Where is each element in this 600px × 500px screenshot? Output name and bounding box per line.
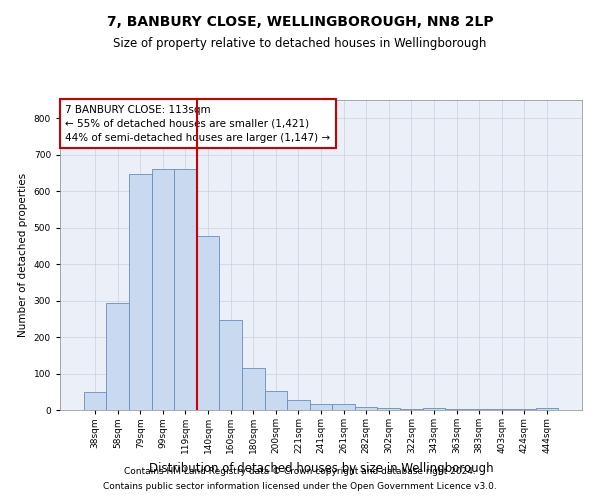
- Bar: [129, 174, 152, 410]
- Bar: [332, 404, 355, 410]
- Bar: [400, 408, 422, 410]
- Y-axis label: Number of detached properties: Number of detached properties: [18, 173, 28, 337]
- Bar: [84, 392, 106, 410]
- Text: 7 BANBURY CLOSE: 113sqm
← 55% of detached houses are smaller (1,421)
44% of semi: 7 BANBURY CLOSE: 113sqm ← 55% of detache…: [65, 104, 331, 142]
- Bar: [242, 368, 265, 410]
- Bar: [490, 409, 513, 410]
- Bar: [197, 236, 220, 410]
- Bar: [174, 170, 197, 410]
- Bar: [106, 303, 129, 410]
- Bar: [265, 390, 287, 410]
- Bar: [310, 404, 332, 410]
- Bar: [422, 408, 445, 410]
- Bar: [355, 407, 377, 410]
- Bar: [536, 408, 558, 410]
- Text: Contains public sector information licensed under the Open Government Licence v3: Contains public sector information licen…: [103, 482, 497, 491]
- Bar: [152, 170, 174, 410]
- Bar: [287, 400, 310, 410]
- Text: 7, BANBURY CLOSE, WELLINGBOROUGH, NN8 2LP: 7, BANBURY CLOSE, WELLINGBOROUGH, NN8 2L…: [107, 15, 493, 29]
- Text: Size of property relative to detached houses in Wellingborough: Size of property relative to detached ho…: [113, 38, 487, 51]
- Bar: [468, 409, 490, 410]
- Bar: [220, 320, 242, 410]
- Bar: [445, 408, 468, 410]
- Text: Contains HM Land Registry data © Crown copyright and database right 2024.: Contains HM Land Registry data © Crown c…: [124, 467, 476, 476]
- Bar: [377, 408, 400, 410]
- X-axis label: Distribution of detached houses by size in Wellingborough: Distribution of detached houses by size …: [149, 462, 493, 474]
